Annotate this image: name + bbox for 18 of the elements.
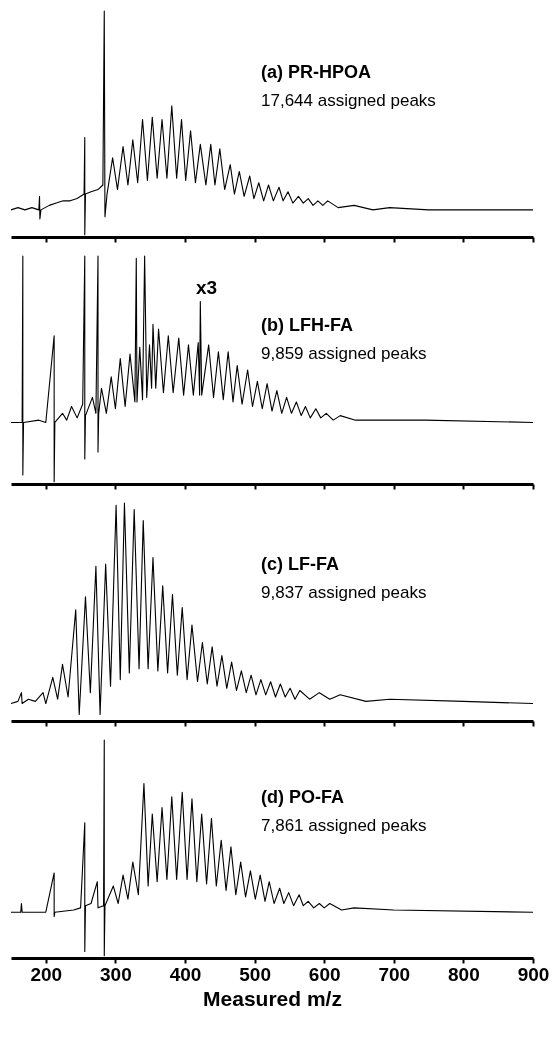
annotation: x3 — [196, 277, 218, 298]
text: (c) LF-FA — [261, 554, 339, 574]
x-tick-label: 500 — [239, 963, 271, 985]
text: 7,861 assigned peaks — [261, 816, 427, 835]
x-tick-label: 900 — [517, 963, 550, 985]
x-tick-label: 700 — [378, 963, 411, 985]
x-tick-label: 600 — [308, 963, 341, 985]
text: 17,644 assigned peaks — [261, 91, 436, 110]
text: (a) PR-HPOA — [261, 62, 372, 82]
x-tick-label: 400 — [169, 963, 202, 985]
x-tick-label: 800 — [448, 963, 480, 985]
text: (d) PO-FA — [261, 787, 344, 807]
text: (b) LFH-FA — [261, 315, 353, 335]
text: 9,837 assigned peaks — [261, 583, 427, 602]
x-tick-label: 200 — [30, 963, 63, 985]
x-tick-label: 300 — [100, 963, 132, 985]
x-axis-title: Measured m/z — [203, 986, 342, 1010]
text: 9,859 assigned peaks — [261, 344, 427, 363]
